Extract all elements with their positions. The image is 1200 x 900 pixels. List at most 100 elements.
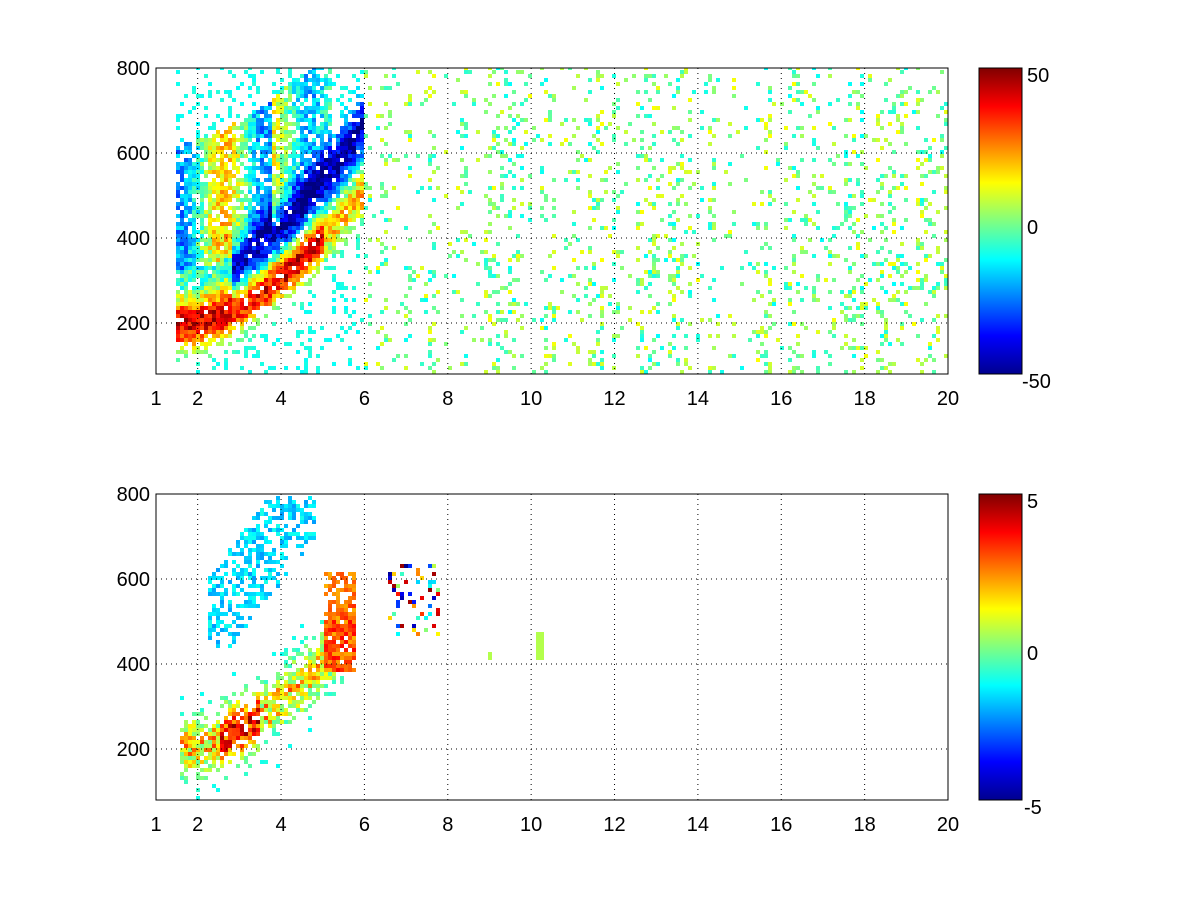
heatmap-cell (296, 270, 300, 274)
heatmap-cell (192, 226, 196, 230)
heatmap-cell (576, 310, 580, 314)
heatmap-cell (676, 322, 680, 326)
heatmap-cell (900, 242, 904, 246)
heatmap-cell (284, 106, 288, 110)
heatmap-cell (304, 82, 308, 86)
heatmap-cell (304, 250, 308, 254)
heatmap-cell (504, 334, 508, 338)
heatmap-cell (228, 632, 232, 636)
heatmap-cell (208, 218, 212, 222)
heatmap-cell (316, 648, 320, 652)
heatmap-cell (344, 214, 348, 218)
heatmap-cell (432, 596, 436, 600)
heatmap-cell (296, 700, 300, 704)
heatmap-cell (344, 242, 348, 246)
heatmap-cell (676, 270, 680, 274)
heatmap-cell (692, 230, 696, 234)
heatmap-cell (256, 708, 260, 712)
heatmap-cell (592, 350, 596, 354)
heatmap-cell (196, 330, 200, 334)
heatmap-cell (672, 282, 676, 286)
heatmap-cell (600, 198, 604, 202)
heatmap-cell (220, 170, 224, 174)
heatmap-cell (304, 170, 308, 174)
heatmap-cell (252, 286, 256, 290)
heatmap-cell (196, 334, 200, 338)
heatmap-cell (196, 310, 200, 314)
heatmap-cell (652, 106, 656, 110)
heatmap-cell (360, 70, 364, 74)
heatmap-cell (228, 94, 232, 98)
heatmap-cell (412, 600, 416, 604)
heatmap-cell (256, 592, 260, 596)
heatmap-cell (312, 218, 316, 222)
heatmap-cell (268, 202, 272, 206)
heatmap-cell (880, 246, 884, 250)
heatmap-cell (316, 110, 320, 114)
heatmap-cell (316, 68, 320, 70)
heatmap-cell (256, 246, 260, 250)
heatmap-cell (352, 122, 356, 126)
heatmap-cell (792, 322, 796, 326)
heatmap-cell (292, 218, 296, 222)
heatmap-cell (512, 310, 516, 314)
heatmap-cell (604, 126, 608, 130)
heatmap-cell (544, 306, 548, 310)
heatmap-cell (796, 198, 800, 202)
heatmap-cell (276, 524, 280, 528)
heatmap-cell (192, 712, 196, 716)
heatmap-cell (544, 362, 548, 366)
heatmap-cell (216, 342, 220, 346)
heatmap-cell (240, 708, 244, 712)
heatmap-cell (356, 330, 360, 334)
heatmap-cell (876, 250, 880, 254)
heatmap-cell (536, 656, 540, 660)
heatmap-cell (828, 254, 832, 258)
heatmap-cell (208, 588, 212, 592)
heatmap-cell (220, 186, 224, 190)
heatmap-cell (348, 158, 352, 162)
heatmap-cell (212, 206, 216, 210)
heatmap-cell (216, 202, 220, 206)
heatmap-cell (284, 166, 288, 170)
heatmap-cell (612, 190, 616, 194)
heatmap-cell (248, 146, 252, 150)
heatmap-cell (716, 78, 720, 82)
heatmap-cell (320, 660, 324, 664)
y-tick-label: 400 (117, 228, 150, 250)
heatmap-cell (272, 182, 276, 186)
heatmap-cell (348, 150, 352, 154)
heatmap-cell (268, 520, 272, 524)
heatmap-cell (384, 230, 388, 234)
heatmap-cell (192, 322, 196, 326)
heatmap-cell (308, 182, 312, 186)
heatmap-cell (860, 274, 864, 278)
heatmap-cell (484, 310, 488, 314)
heatmap-cell (192, 106, 196, 110)
heatmap-cell (276, 166, 280, 170)
heatmap-cell (260, 134, 264, 138)
heatmap-cell (924, 198, 928, 202)
heatmap-cell (320, 186, 324, 190)
heatmap-cell (268, 242, 272, 246)
heatmap-cell (288, 342, 292, 346)
heatmap-cell (848, 206, 852, 210)
heatmap-cell (352, 648, 356, 652)
heatmap-cell (324, 656, 328, 660)
heatmap-cell (256, 720, 260, 724)
heatmap-cell (240, 262, 244, 266)
heatmap-cell (496, 262, 500, 266)
heatmap-cell (240, 278, 244, 282)
heatmap-cell (228, 198, 232, 202)
heatmap-cell (344, 230, 348, 234)
heatmap-cell (812, 294, 816, 298)
heatmap-cell (920, 198, 924, 202)
heatmap-cell (884, 366, 888, 370)
heatmap-cell (688, 134, 692, 138)
heatmap-cell (284, 266, 288, 270)
heatmap-cell (300, 202, 304, 206)
heatmap-cell (312, 516, 316, 520)
heatmap-cell (288, 142, 292, 146)
y-tick-label: 600 (117, 143, 150, 165)
heatmap-cell (896, 254, 900, 258)
